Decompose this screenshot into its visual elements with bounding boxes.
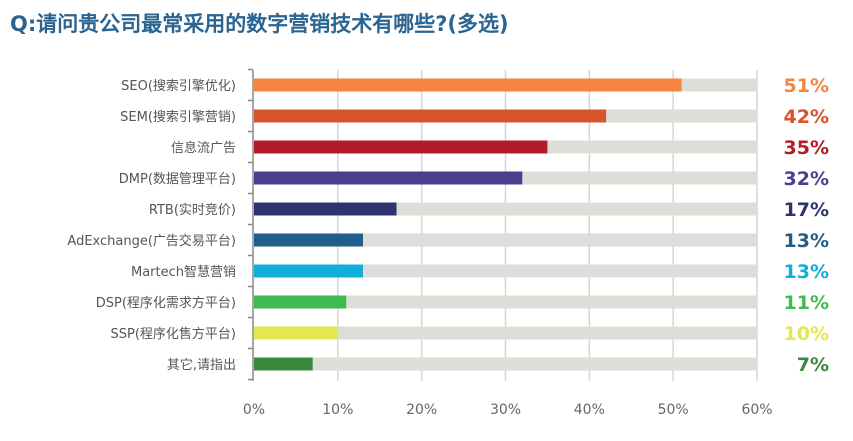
data-label: 13%: [784, 230, 829, 252]
category-label: AdExchange(广告交易平台): [67, 233, 236, 249]
data-label: 13%: [784, 261, 829, 283]
data-label: 10%: [784, 323, 829, 345]
bar: [254, 140, 548, 154]
bar: [254, 78, 682, 92]
bar: [254, 264, 363, 278]
x-tick-label: 10%: [322, 402, 353, 418]
data-label: 42%: [784, 106, 829, 128]
bar: [254, 109, 607, 123]
category-label: SEO(搜索引擎优化): [121, 79, 236, 94]
bar: [254, 202, 397, 216]
data-label: 32%: [784, 168, 829, 190]
background-bar: [254, 264, 757, 278]
x-tick-label: 30%: [490, 402, 521, 418]
x-tick-label: 50%: [658, 402, 689, 418]
x-tick-label: 0%: [243, 402, 265, 418]
category-label: RTB(实时竞价): [149, 202, 236, 218]
data-label: 35%: [784, 137, 829, 159]
bar: [254, 233, 363, 247]
chart-title: Q:请问贵公司最常采用的数字营销技术有哪些?(多选): [10, 12, 509, 36]
bar: [254, 326, 338, 340]
category-label: SEM(搜索引擎营销): [120, 110, 236, 125]
background-bar: [254, 326, 757, 340]
x-tick-label: 60%: [741, 402, 772, 418]
category-label: DSP(程序化需求方平台): [96, 295, 236, 311]
bar: [254, 295, 347, 309]
data-label: 11%: [784, 292, 829, 314]
data-label: 17%: [784, 199, 829, 221]
background-bar: [254, 295, 757, 309]
category-label: Martech智慧营销: [131, 264, 236, 280]
category-label: SSP(程序化售方平台): [111, 326, 237, 342]
bar: [254, 357, 313, 371]
background-bar: [254, 357, 757, 371]
x-tick-label: 20%: [406, 402, 437, 418]
x-tick-label: 40%: [574, 402, 605, 418]
category-label: 其它,请指出: [167, 357, 236, 373]
category-label: 信息流广告: [171, 140, 236, 156]
background-bar: [254, 233, 757, 247]
bar: [254, 171, 523, 185]
data-label: 51%: [784, 75, 829, 97]
data-label: 7%: [797, 354, 829, 376]
category-label: DMP(数据管理平台): [119, 172, 236, 187]
